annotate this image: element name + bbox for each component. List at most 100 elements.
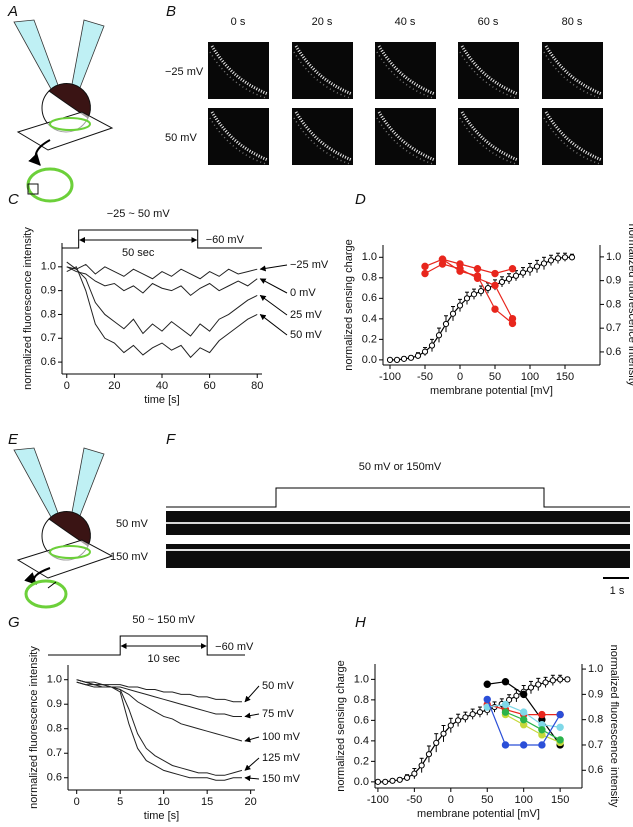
trace-label: 25 mV: [290, 309, 322, 321]
y-tick-label: 0.4: [354, 735, 369, 747]
point: [501, 708, 510, 716]
protocol-trace: [166, 487, 630, 508]
image: [542, 108, 603, 165]
image: [542, 42, 603, 99]
image: [375, 108, 436, 165]
point: [557, 676, 564, 683]
y-tick-label: 0.0: [354, 776, 369, 788]
x-tick-label: 15: [201, 796, 213, 808]
x-tick-label: 50: [481, 794, 493, 806]
y-tick-label: 0.8: [41, 308, 56, 320]
panel-letter: B: [166, 3, 176, 20]
trace-label: 0 mV: [290, 287, 316, 299]
image-arc: [460, 45, 519, 96]
point: [473, 265, 482, 273]
x-tick-label: 0: [74, 796, 80, 808]
point: [505, 275, 513, 282]
x-tick-label: 150: [551, 794, 569, 806]
point: [447, 722, 454, 729]
point: [476, 709, 484, 716]
point: [519, 269, 527, 276]
image-arc: [544, 45, 603, 96]
point: [519, 715, 528, 724]
point: [483, 680, 491, 688]
protocol-trace: [62, 229, 262, 249]
panel-letter: E: [8, 431, 19, 448]
image-arc: [377, 45, 436, 96]
column-label: 80 s: [562, 16, 583, 28]
x-axis-title: time [s]: [144, 394, 179, 406]
point: [498, 278, 506, 286]
trace-label: 125 mV: [262, 752, 301, 764]
trace-label: 100 mV: [262, 731, 301, 743]
trace: [66, 266, 258, 337]
trace-label: 150 mV: [262, 773, 301, 785]
point: [421, 269, 429, 278]
point: [483, 695, 491, 704]
y2-axis-title: normalized fluorescence intensity: [626, 224, 633, 387]
y2-tick-label: 0.8: [588, 714, 603, 726]
point: [549, 677, 556, 684]
trace-pointer: [259, 264, 288, 272]
image-arc: [294, 111, 353, 162]
point: [491, 269, 499, 278]
image-arc: [210, 45, 269, 96]
image: [166, 544, 630, 568]
x-tick-label: 20: [108, 380, 120, 392]
y2-tick-label: 0.7: [606, 322, 621, 334]
point: [442, 320, 450, 328]
image: [208, 108, 269, 165]
y-tick-label: 0.7: [41, 332, 56, 344]
x-tick-label: -50: [417, 371, 433, 383]
x-axis-title: membrane potential [mV]: [430, 385, 553, 397]
image-arc: [294, 45, 353, 96]
x-tick-label: -50: [406, 794, 422, 806]
y-tick-label: 0.4: [362, 313, 377, 325]
y-tick-label: 0.8: [47, 723, 62, 735]
image-arc: [377, 111, 436, 162]
y-axis-title: normalized sensing charge: [343, 239, 355, 370]
y-tick-label: 0.6: [41, 356, 56, 368]
x-tick-label: 20: [245, 796, 257, 808]
point: [389, 777, 396, 784]
cell-diagram: [13, 447, 114, 609]
image: [375, 42, 436, 99]
trace-label: 50 mV: [290, 329, 322, 341]
point: [425, 751, 433, 758]
trace: [76, 681, 243, 776]
point: [568, 254, 576, 261]
point: [407, 354, 415, 361]
point: [414, 352, 422, 359]
trace: [66, 266, 258, 297]
point: [418, 762, 425, 769]
trace: [76, 679, 243, 742]
point: [538, 710, 546, 719]
y2-tick-label: 0.7: [588, 739, 603, 751]
panel-letter: D: [355, 191, 366, 208]
x-tick-label: -100: [379, 371, 401, 383]
point: [508, 265, 517, 273]
trace: [66, 261, 258, 280]
point: [491, 305, 499, 313]
y2-tick-label: 1.0: [588, 663, 603, 675]
connector: [505, 714, 561, 744]
protocol-label: −25 ~ 50 mV: [107, 208, 171, 220]
point: [386, 356, 394, 363]
point: [556, 736, 564, 744]
column-label: 0 s: [231, 16, 246, 28]
y-tick-label: 0.9: [41, 285, 56, 297]
image: [458, 42, 519, 99]
row-label: 50 mV: [165, 132, 197, 144]
point: [374, 778, 382, 785]
y2-tick-label: 0.6: [588, 764, 603, 776]
point: [506, 696, 513, 703]
point: [513, 692, 520, 699]
y-tick-label: 0.8: [362, 272, 377, 284]
y-tick-label: 1.0: [47, 674, 62, 686]
y-tick-label: 0.2: [362, 333, 377, 345]
y-tick-label: 0.2: [354, 755, 369, 767]
point: [462, 714, 469, 721]
x-tick-label: 40: [156, 380, 168, 392]
point: [519, 708, 528, 716]
